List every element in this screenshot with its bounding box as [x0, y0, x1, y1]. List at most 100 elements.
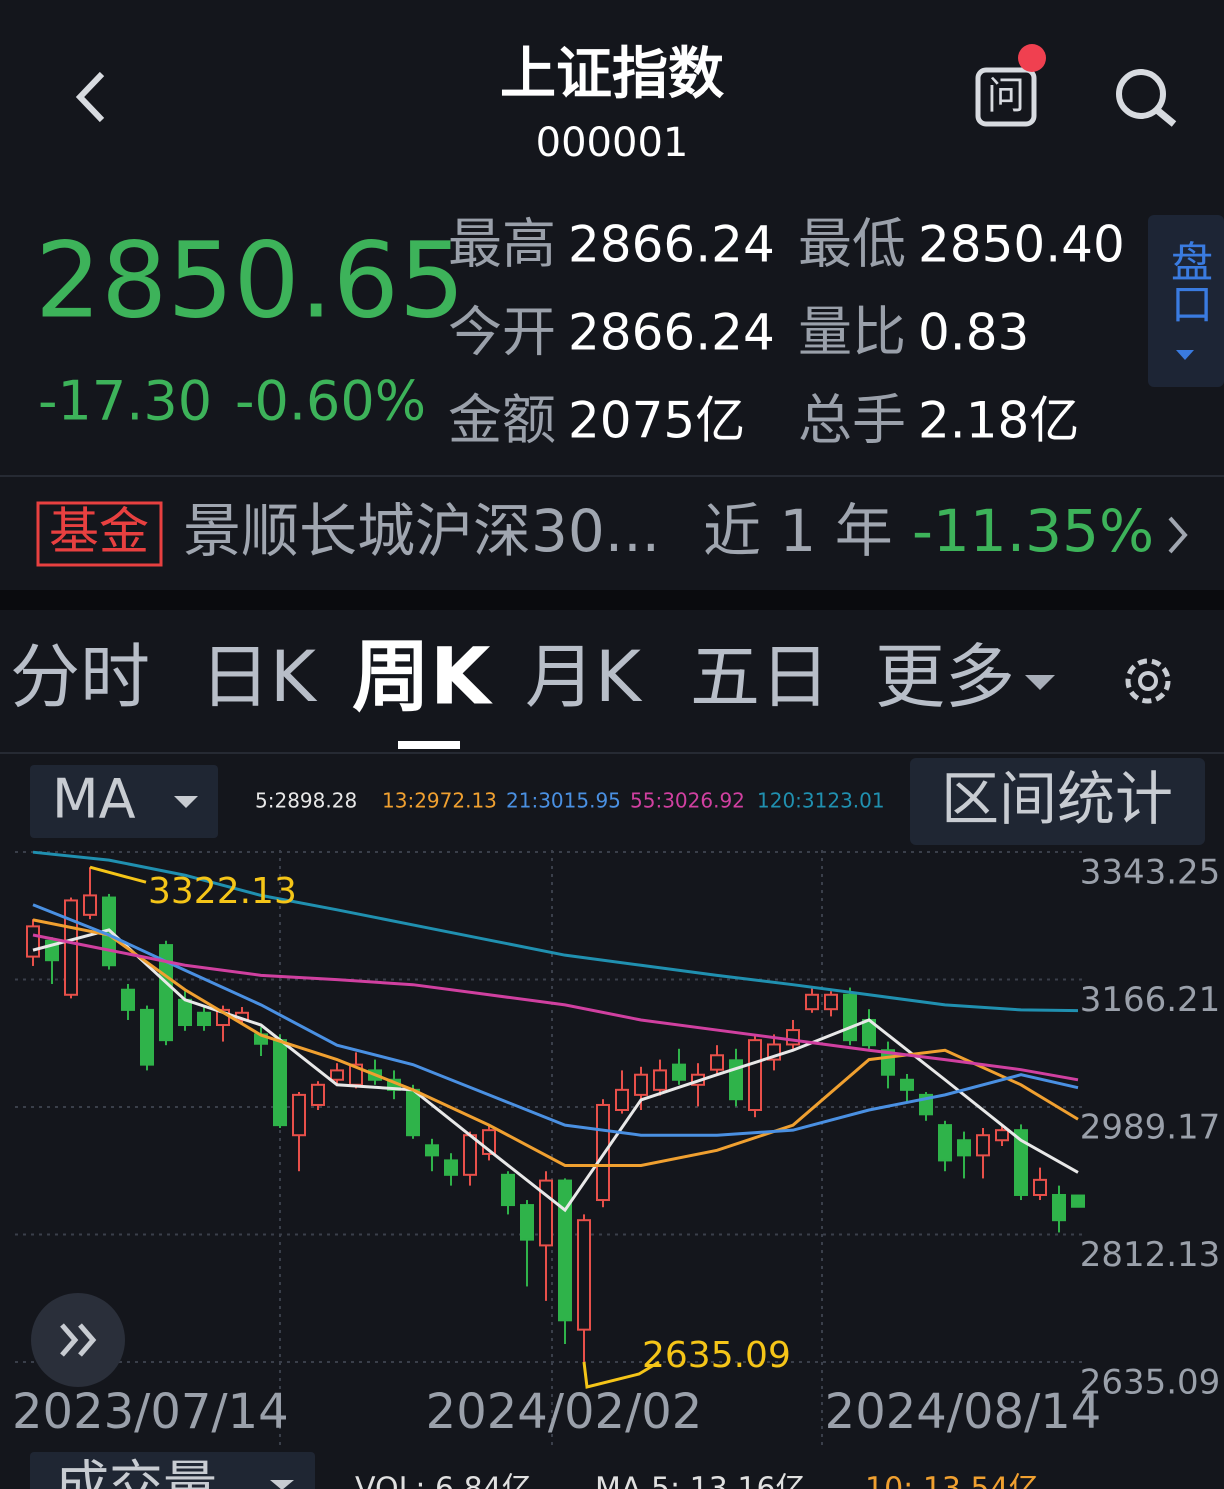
x-tick-label: 2024/02/02	[426, 1384, 703, 1440]
x-tick-label: 2024/08/14	[825, 1384, 1102, 1440]
candle-body	[501, 1173, 515, 1207]
candle-body	[786, 1029, 800, 1046]
title: 上证指数	[500, 42, 724, 107]
annotation-line	[89, 865, 147, 884]
legend-entry: 120:3123.01	[757, 789, 885, 813]
candle-body	[425, 1144, 439, 1157]
range-button-bg	[910, 758, 1205, 845]
candle-body	[444, 1159, 458, 1176]
legend-entry: 5:2898.28	[255, 789, 357, 813]
candle-body	[900, 1078, 914, 1091]
search-button[interactable]	[1116, 69, 1177, 127]
ma-arrow	[174, 796, 198, 808]
x-tick-label: 2023/07/14	[12, 1384, 289, 1440]
tab[interactable]: 月K	[525, 636, 643, 718]
stat-value: 2866.24	[568, 216, 775, 274]
fund-period: 近 1 年	[703, 497, 893, 565]
stat-label: 最高	[448, 213, 556, 276]
candle-body	[197, 1011, 211, 1027]
candle-body	[406, 1088, 420, 1137]
stat-value: 2866.24	[568, 304, 775, 362]
ma-line	[32, 903, 1079, 1137]
stat-value: 2.18亿	[918, 392, 1079, 450]
tab[interactable]: 周K	[352, 632, 493, 722]
candle-body	[957, 1139, 971, 1157]
candle-body	[330, 1069, 344, 1081]
candle-body	[805, 993, 819, 1011]
gear-hub	[1138, 671, 1158, 691]
ma-line	[32, 850, 1079, 1013]
ma-line	[32, 918, 1079, 1167]
candle-body	[121, 988, 135, 1011]
fund-tag-box	[36, 501, 163, 567]
tab[interactable]: 更多	[875, 636, 1015, 718]
low-label: 2635.09	[642, 1335, 791, 1376]
volume-button-bg	[30, 1452, 315, 1489]
stat-label: 总手	[798, 389, 906, 452]
candle-body	[292, 1093, 306, 1137]
back-button[interactable]	[75, 71, 105, 123]
volume-arrow	[270, 1480, 294, 1489]
range-button[interactable]: 区间统计	[910, 758, 1205, 845]
y-tick-label: 2989.17	[1080, 1108, 1221, 1148]
candle-body	[273, 1039, 287, 1127]
ma-line	[32, 933, 1079, 1082]
stat-label: 今开	[448, 301, 556, 364]
ma-line	[32, 928, 1079, 1213]
more-arrow	[1025, 675, 1055, 690]
candle-body	[615, 1088, 629, 1112]
side-tab-arrow	[1176, 350, 1194, 360]
candle-body	[1071, 1194, 1085, 1208]
stat-label: 量比	[798, 301, 906, 364]
price: 2850.65	[35, 219, 465, 341]
ma-button-label: MA	[52, 768, 136, 831]
candle-body	[463, 1134, 477, 1176]
candle-body	[748, 1039, 762, 1112]
badge	[1018, 44, 1046, 72]
fund-return: -11.35%	[912, 497, 1154, 565]
legend-entry: 13:2972.13	[382, 789, 497, 813]
collapse-button[interactable]	[31, 1293, 125, 1387]
candle-body	[64, 899, 78, 996]
vol-ma5: MA 5: 13.16亿	[595, 1472, 806, 1489]
candle-body	[995, 1129, 1009, 1142]
stats: 最高 2866.24 最低 2850.40 今开 2866.24 量比 0.83 金额 2075亿…	[448, 213, 1125, 452]
legend-entry: 55:3026.92	[630, 789, 745, 813]
candle-body	[672, 1063, 686, 1081]
candle-body	[140, 1008, 154, 1066]
settings-button[interactable]	[1125, 658, 1171, 704]
candle-body	[653, 1069, 667, 1091]
change: -17.30	[38, 370, 212, 433]
candle-body	[26, 925, 40, 958]
candle-body	[824, 993, 838, 1011]
legend: 5:2898.28 13:2972.13 21:3015.95 55:3026.92 1…	[255, 789, 885, 813]
ma-button[interactable]: MA	[30, 765, 218, 838]
search-handle	[1154, 107, 1177, 127]
section-gap	[0, 590, 1224, 610]
stat-value: 2075亿	[568, 392, 745, 450]
stat-value: 2850.40	[918, 216, 1125, 274]
ask-icon: 问	[987, 74, 1025, 118]
stat-label: 金额	[448, 389, 556, 452]
candle-body	[634, 1073, 648, 1096]
chevron	[1168, 516, 1188, 554]
candle-body	[558, 1179, 572, 1322]
tab[interactable]: 日K	[200, 636, 318, 718]
volume-button[interactable]: 成交量	[30, 1452, 315, 1489]
candle-body	[159, 944, 173, 1042]
ask-button[interactable]: 问	[975, 44, 1046, 127]
vol: VOL: 6.84亿	[355, 1472, 532, 1489]
fund-row[interactable]: 基金 景顺长城沪深30... 近 1 年 -11.35%	[36, 497, 1188, 567]
tab[interactable]: 分时	[10, 636, 150, 718]
search-icon	[1116, 69, 1166, 119]
side-tab[interactable]	[1148, 215, 1224, 387]
stat-label: 最低	[798, 213, 906, 276]
fund-name: 景顺长城沪深30...	[183, 497, 660, 565]
tab[interactable]: 五日	[690, 636, 830, 718]
candle-body	[1033, 1178, 1047, 1196]
legend-entry: 21:3015.95	[506, 789, 621, 813]
side-tab-label: 盘口	[1165, 240, 1214, 324]
y-tick-label: 3166.21	[1080, 980, 1221, 1020]
volume-button-label: 成交量	[55, 1455, 217, 1489]
